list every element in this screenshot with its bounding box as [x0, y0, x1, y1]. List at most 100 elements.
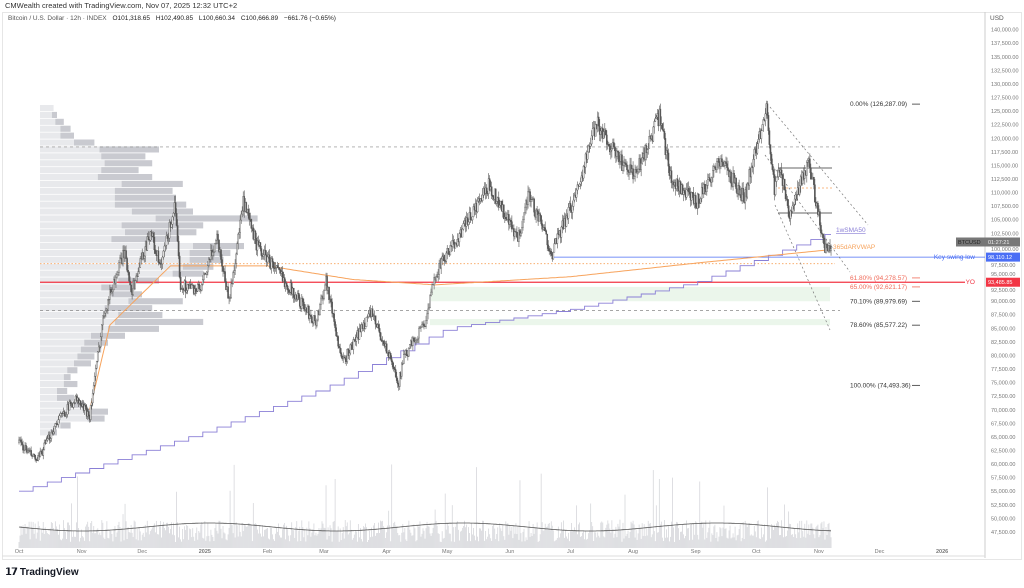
candle-body: [167, 237, 170, 239]
candle-body: [809, 158, 811, 168]
volume-profile-row-dominant: [125, 229, 197, 236]
candle-body: [417, 337, 419, 340]
volume-profile-row: [40, 167, 102, 174]
x-tick-label: May: [442, 549, 453, 555]
candle-body: [826, 243, 828, 249]
candle-body: [514, 231, 516, 237]
candle-body: [640, 163, 642, 170]
y-tick-label: 90,000.00: [991, 299, 1015, 305]
candle-body: [753, 149, 756, 160]
candle-body: [308, 305, 310, 319]
candle-body: [767, 115, 770, 131]
candle-body: [698, 202, 701, 204]
candle-body: [556, 233, 559, 244]
candle-body: [428, 307, 430, 310]
candle-body: [786, 199, 789, 206]
candle-body: [406, 350, 408, 356]
candle-body: [430, 291, 432, 296]
candle-body: [392, 366, 395, 370]
y-tick-label: 87,500.00: [991, 313, 1015, 319]
candle-body: [435, 276, 437, 281]
symbol-title[interactable]: Bitcoin / U.S. Dollar · 12h · INDEX: [8, 15, 107, 22]
volume-profile-row-dominant: [172, 270, 204, 277]
candle-body: [52, 431, 55, 435]
candle-body: [40, 450, 43, 453]
candle-body: [358, 328, 361, 340]
candle-body: [787, 205, 790, 217]
candle-body: [382, 340, 385, 345]
candle-body: [283, 277, 286, 287]
candle-body: [92, 385, 95, 394]
candle-body: [161, 256, 164, 265]
candle-body: [113, 279, 115, 291]
candle-body: [575, 189, 578, 198]
volume-profile-row-dominant: [128, 298, 183, 305]
volume-profile-row: [40, 125, 61, 132]
candle-body: [172, 213, 175, 218]
volume-profile-row: [40, 270, 173, 277]
y-tick-label: 120,000.00: [991, 136, 1019, 142]
open-value: O101,318.65: [112, 15, 151, 22]
x-tick-label: 2026: [936, 549, 948, 555]
candle-body: [333, 313, 335, 322]
candle-body: [770, 153, 773, 165]
candle-body: [59, 413, 62, 416]
tradingview-logo: 𝟭𝟳 TradingView: [5, 567, 79, 578]
candle-body: [90, 402, 93, 406]
candle-body: [232, 272, 234, 284]
candle-body: [647, 148, 650, 150]
candle-body: [292, 287, 295, 298]
candle-body: [706, 185, 708, 192]
candle-body: [21, 442, 23, 445]
volume-profile-row: [40, 146, 100, 153]
candle-body: [438, 262, 440, 275]
candle-body: [540, 215, 542, 224]
candle-body: [578, 183, 581, 187]
volume-profile-row: [40, 305, 105, 312]
volume-profile-row-dominant: [77, 353, 95, 360]
symbol-legend: Bitcoin / U.S. Dollar · 12h · INDEX O101…: [8, 15, 336, 22]
candle-body: [224, 271, 226, 282]
x-tick-label: 2025: [199, 549, 211, 555]
y-tick-label: 127,500.00: [991, 96, 1019, 102]
y-tick-label: 97,500.00: [991, 263, 1015, 269]
candle-body: [363, 322, 366, 329]
candle-body: [720, 158, 722, 167]
volume-profile-row-dominant: [63, 381, 78, 388]
brand-name: TradingView: [19, 567, 79, 578]
y-tick-label: 135,000.00: [991, 55, 1019, 61]
candle-body: [780, 169, 783, 175]
candle-body: [119, 257, 121, 263]
bar-countdown: 01:27:21: [988, 240, 1009, 246]
volume-profile-row: [40, 374, 64, 381]
candle-body: [497, 197, 500, 208]
volume-profile-row: [40, 387, 57, 394]
currency-label[interactable]: USD: [990, 15, 1004, 22]
volume-profile-row-dominant: [114, 187, 173, 194]
candle-body: [237, 233, 239, 244]
candle-body: [160, 263, 163, 265]
candle-body: [769, 144, 772, 155]
candle-body: [43, 442, 46, 451]
volume-profile-row-dominant: [101, 167, 139, 174]
candle-body: [762, 119, 765, 125]
candle-body: [823, 237, 825, 245]
y-tick-label: 60,000.00: [991, 462, 1015, 468]
candle-body: [610, 149, 612, 153]
candle-body: [112, 289, 114, 293]
low-value: L100,660.34: [198, 15, 236, 22]
candle-body: [819, 211, 821, 226]
candle-body: [427, 308, 429, 315]
volume-profile-row-dominant: [67, 401, 85, 408]
candle-body: [355, 337, 358, 342]
candle-body: [536, 209, 538, 212]
candle-body: [423, 323, 425, 327]
candle-body: [117, 272, 119, 275]
candle-body: [135, 275, 137, 281]
candle-body: [163, 245, 166, 252]
candle-body: [690, 192, 693, 201]
candle-body: [404, 353, 406, 355]
candle-body: [260, 248, 263, 256]
volume-profile-row-dominant: [118, 277, 159, 284]
